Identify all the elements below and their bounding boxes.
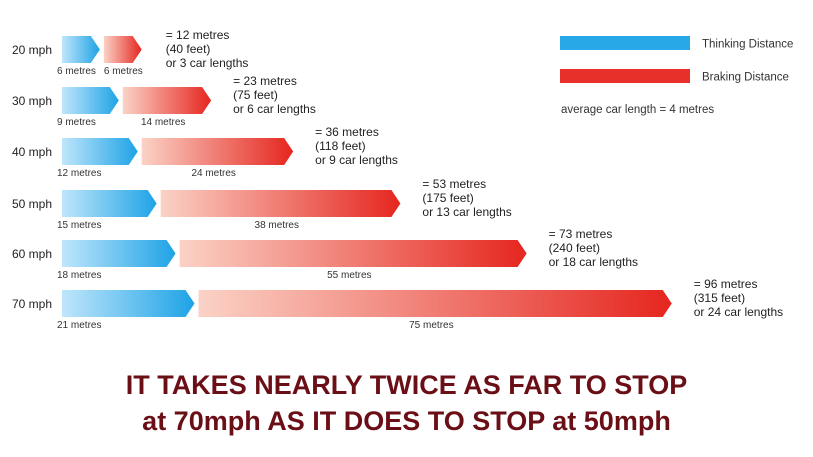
braking-distance-label: 38 metres <box>255 220 299 231</box>
braking-distance-label: 14 metres <box>141 117 185 128</box>
speed-label-30-mph: 30 mph <box>12 94 52 108</box>
total-metres-label: = 36 metres <box>315 125 379 139</box>
total-car-lengths-label: or 13 car lengths <box>422 205 511 219</box>
total-metres-label: = 96 metres <box>694 277 758 291</box>
legend-swatch-thinking <box>560 36 690 50</box>
headline-line-2: at 70mph AS IT DOES TO STOP at 50mph <box>142 406 671 436</box>
chart-legend: Thinking Distance Braking Distance avera… <box>560 36 793 116</box>
total-metres-label: = 23 metres <box>233 74 297 88</box>
thinking-distance-label: 6 metres <box>57 66 96 77</box>
legend-label-braking: Braking Distance <box>702 72 789 84</box>
braking-bar-60-mph <box>179 240 527 267</box>
thinking-bar-60-mph <box>62 240 176 267</box>
braking-distance-label: 55 metres <box>327 270 371 281</box>
braking-distance-label: 24 metres <box>191 168 235 179</box>
headline: IT TAKES NEARLY TWICE AS FAR TO STOP at … <box>0 367 813 439</box>
total-feet-label: (75 feet) <box>233 88 278 102</box>
legend-label-thinking: Thinking Distance <box>702 39 793 51</box>
braking-distance-label: 75 metres <box>409 320 453 331</box>
total-car-lengths-label: or 9 car lengths <box>315 153 398 167</box>
stopping-distance-chart: 20 mph 6 metres 6 metres = 12 metres(40 fee… <box>12 28 793 331</box>
braking-bar-20-mph <box>103 36 142 63</box>
total-feet-label: (175 feet) <box>422 191 473 205</box>
speed-label-70-mph: 70 mph <box>12 297 52 311</box>
total-feet-label: (40 feet) <box>166 42 211 56</box>
legend-swatch-braking <box>560 69 690 83</box>
total-car-lengths-label: or 6 car lengths <box>233 102 316 116</box>
legend-note: average car length = 4 metres <box>561 104 714 116</box>
total-car-lengths-label: or 3 car lengths <box>166 56 249 70</box>
total-car-lengths-label: or 24 car lengths <box>694 305 783 319</box>
headline-line-1: IT TAKES NEARLY TWICE AS FAR TO STOP <box>125 370 688 400</box>
thinking-bar-30-mph <box>62 87 119 114</box>
thinking-distance-label: 15 metres <box>57 220 101 231</box>
braking-distance-label: 6 metres <box>104 66 143 77</box>
total-metres-label: = 73 metres <box>549 227 613 241</box>
total-feet-label: (118 feet) <box>315 139 365 153</box>
thinking-distance-label: 12 metres <box>57 168 101 179</box>
braking-bar-30-mph <box>122 87 212 114</box>
braking-bar-50-mph <box>160 190 401 217</box>
total-feet-label: (315 feet) <box>694 291 745 305</box>
thinking-distance-label: 9 metres <box>57 117 96 128</box>
braking-bar-40-mph <box>141 138 294 165</box>
thinking-bar-70-mph <box>62 290 195 317</box>
total-metres-label: = 53 metres <box>422 177 486 191</box>
thinking-bar-40-mph <box>62 138 138 165</box>
braking-bar-70-mph <box>198 290 672 317</box>
thinking-bar-50-mph <box>62 190 157 217</box>
speed-label-60-mph: 60 mph <box>12 247 52 261</box>
speed-label-50-mph: 50 mph <box>12 197 52 211</box>
thinking-distance-label: 18 metres <box>57 270 101 281</box>
thinking-bar-20-mph <box>62 36 100 63</box>
thinking-distance-label: 21 metres <box>57 320 101 331</box>
speed-label-40-mph: 40 mph <box>12 145 52 159</box>
total-metres-label: = 12 metres <box>166 28 230 42</box>
total-car-lengths-label: or 18 car lengths <box>549 255 638 269</box>
speed-label-20-mph: 20 mph <box>12 43 52 57</box>
total-feet-label: (240 feet) <box>549 241 600 255</box>
